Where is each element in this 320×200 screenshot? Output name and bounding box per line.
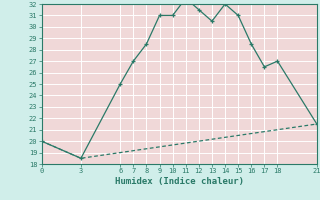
Bar	[251, 4, 264, 164]
Bar	[147, 4, 160, 164]
Bar	[120, 4, 133, 164]
Bar	[81, 4, 120, 164]
Bar	[238, 4, 251, 164]
Bar	[160, 4, 173, 164]
Bar	[199, 4, 212, 164]
Bar	[173, 4, 186, 164]
Bar	[133, 4, 147, 164]
Bar	[212, 4, 225, 164]
Bar	[277, 4, 317, 164]
Bar	[186, 4, 199, 164]
Bar	[225, 4, 238, 164]
X-axis label: Humidex (Indice chaleur): Humidex (Indice chaleur)	[115, 177, 244, 186]
Bar	[42, 4, 81, 164]
Bar	[264, 4, 277, 164]
